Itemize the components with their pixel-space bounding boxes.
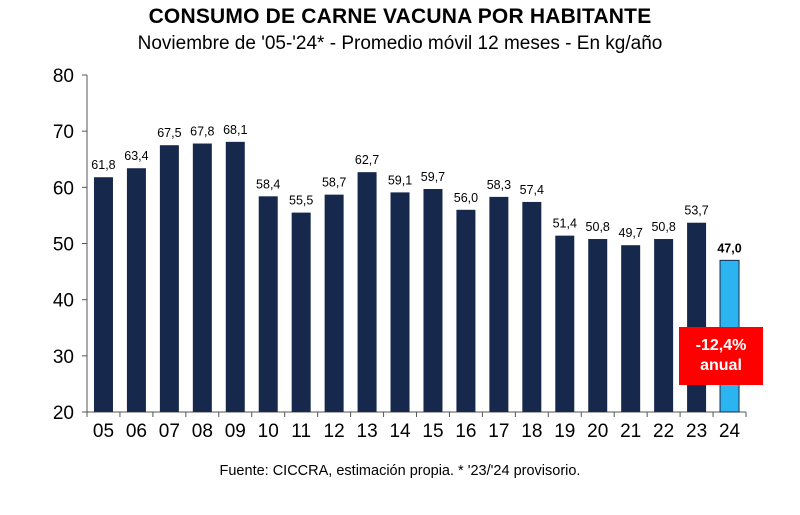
y-tick-label: 30 [53, 347, 74, 368]
bar-value-label: 58,3 [487, 178, 511, 192]
bar [93, 177, 113, 412]
bar [357, 172, 377, 412]
x-tick-label: 05 [93, 421, 114, 442]
source-note: Fuente: CICCRA, estimación propia. * '23… [219, 463, 581, 479]
x-tick-label: 10 [258, 421, 279, 442]
x-tick-label: 16 [455, 421, 476, 442]
y-tick-label: 20 [53, 403, 74, 424]
bar-value-label: 61,8 [91, 158, 115, 172]
y-tick-label: 70 [53, 122, 74, 143]
x-tick-label: 18 [521, 421, 542, 442]
x-tick-label: 11 [291, 421, 311, 442]
x-tick-label: 17 [488, 421, 509, 442]
bar-value-label: 50,8 [586, 220, 610, 234]
bar-value-label: 50,8 [651, 220, 675, 234]
bar [258, 196, 278, 412]
x-tick-label: 21 [620, 421, 641, 442]
bar [390, 192, 410, 412]
chart-subtitle: Noviembre de '05-'24* - Promedio móvil 1… [137, 33, 663, 54]
bar-value-label: 57,4 [520, 183, 544, 197]
x-tick-label: 24 [719, 421, 741, 442]
bar-value-label: 53,7 [684, 204, 708, 218]
annual-change-badge: -12,4% anual [679, 327, 763, 385]
bar-value-label: 47,0 [717, 241, 741, 255]
x-tick-label: 20 [587, 421, 608, 442]
bar [225, 141, 245, 413]
y-tick-label: 60 [53, 178, 74, 199]
x-tick-label: 06 [126, 421, 147, 442]
x-tick-label: 12 [324, 421, 345, 442]
bar [456, 209, 476, 412]
bar [522, 201, 542, 412]
x-tick-label: 14 [389, 421, 411, 442]
annual-change-value: -12,4% [695, 337, 747, 354]
x-tick-label: 22 [653, 421, 674, 442]
bar-value-label: 67,5 [157, 126, 181, 140]
x-tick-label: 13 [357, 421, 378, 442]
x-tick-label: 08 [192, 421, 213, 442]
bar [291, 212, 311, 412]
bar [654, 239, 674, 412]
bar-value-label: 55,5 [289, 194, 313, 208]
bar-value-label: 68,1 [223, 123, 247, 137]
bar-value-label: 49,7 [619, 226, 643, 240]
x-tick-label: 19 [554, 421, 575, 442]
bar-value-label: 56,0 [454, 191, 478, 205]
y-tick-label: 80 [53, 66, 74, 87]
y-tick-label: 40 [53, 291, 74, 312]
y-tick-label: 50 [53, 235, 74, 256]
bar [192, 143, 212, 413]
bar [324, 194, 344, 412]
bar-value-label: 58,7 [322, 176, 346, 190]
bar-value-label: 67,8 [190, 125, 214, 139]
bar-value-label: 63,4 [124, 149, 148, 163]
bar-value-label: 62,7 [355, 153, 379, 167]
bar [159, 145, 179, 413]
bar [588, 239, 608, 412]
x-tick-label: 09 [225, 421, 246, 442]
x-tick-label: 15 [422, 421, 443, 442]
bar-value-label: 51,4 [553, 217, 577, 231]
bar [423, 189, 443, 412]
bar-value-label: 59,1 [388, 173, 412, 187]
annual-change-label: anual [700, 357, 742, 374]
x-tick-label: 07 [159, 421, 180, 442]
chart-title: CONSUMO DE CARNE VACUNA POR HABITANTE [148, 5, 652, 28]
bar [555, 235, 575, 412]
bar-value-label: 59,7 [421, 170, 445, 184]
bar [621, 245, 641, 412]
bar [126, 168, 146, 412]
bar-value-label: 58,4 [256, 177, 280, 191]
bar [489, 196, 509, 412]
x-tick-label: 23 [686, 421, 707, 442]
